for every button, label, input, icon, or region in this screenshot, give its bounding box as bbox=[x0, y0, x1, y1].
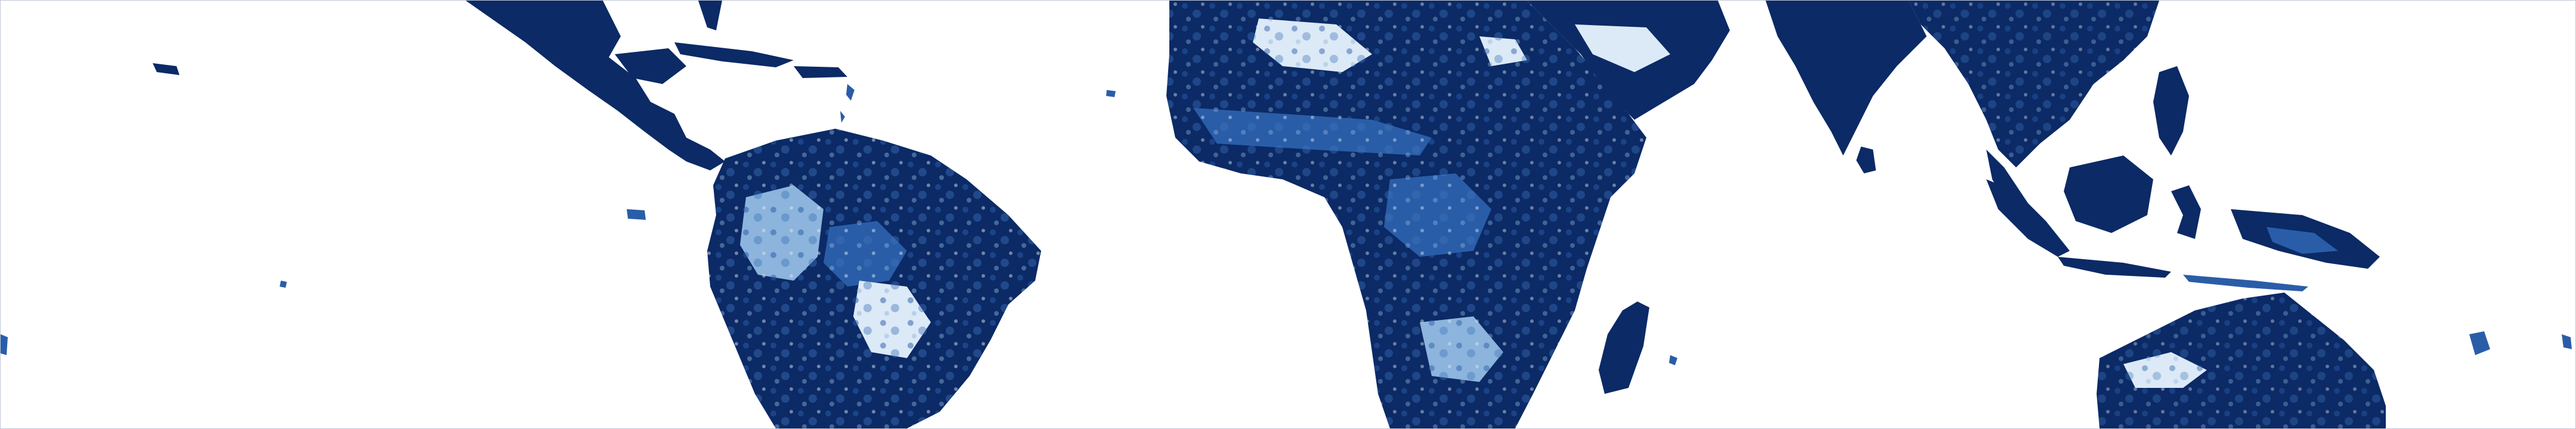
island-pacific-east-2 bbox=[2562, 334, 2572, 349]
island-pacific-east-1 bbox=[2469, 331, 2490, 355]
island-atlantic-1 bbox=[1106, 90, 1116, 97]
borneo bbox=[2064, 156, 2153, 233]
java bbox=[2058, 257, 2171, 278]
island-indian-ocean-1 bbox=[1669, 355, 1677, 365]
region-australia bbox=[2097, 293, 2386, 428]
region-maritime-sea bbox=[1986, 156, 2308, 291]
region-africa bbox=[1166, 1, 1646, 428]
central-america-landmass bbox=[466, 1, 725, 170]
region-new-guinea bbox=[2231, 209, 2380, 269]
new-guinea-mid bbox=[2267, 227, 2338, 254]
island-pacific-3 bbox=[280, 281, 287, 288]
africa-texture bbox=[1166, 1, 1646, 428]
indochina-texture bbox=[1909, 1, 2159, 167]
region-islands bbox=[1, 63, 2572, 365]
south-america-texture bbox=[707, 129, 1041, 428]
region-central-america bbox=[466, 1, 854, 170]
lesser-sunda bbox=[2183, 275, 2308, 291]
region-south-america bbox=[707, 129, 1041, 428]
philippines bbox=[2153, 66, 2189, 156]
florida bbox=[698, 1, 722, 30]
madagascar bbox=[1599, 301, 1649, 394]
region-arabia bbox=[1527, 1, 1730, 120]
sri-lanka bbox=[1856, 147, 1876, 173]
australia-texture bbox=[2097, 293, 2386, 428]
india bbox=[1766, 1, 1927, 156]
island-east-pacific-1 bbox=[153, 63, 179, 75]
hispaniola bbox=[794, 66, 847, 78]
cuba bbox=[674, 42, 794, 67]
sumatra bbox=[1986, 179, 2070, 257]
yucatan bbox=[615, 48, 686, 84]
region-south-asia bbox=[1766, 1, 1927, 173]
caribbean-arc bbox=[840, 84, 854, 123]
island-pacific-west-edge bbox=[1, 334, 8, 355]
sulawesi bbox=[2171, 185, 2201, 239]
island-east-pacific-2 bbox=[627, 209, 646, 220]
arabia-light bbox=[1575, 24, 1670, 72]
